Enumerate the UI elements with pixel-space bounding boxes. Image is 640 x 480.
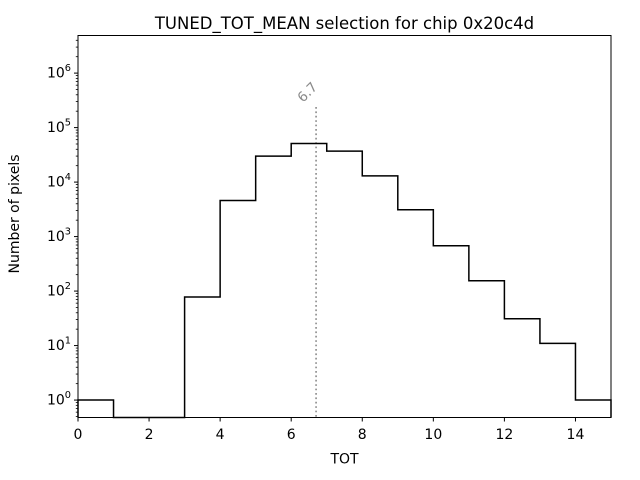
x-tick-label: 2 [145,427,154,443]
y-axis-label: Number of pixels [7,154,23,273]
x-tick-label: 8 [358,427,367,443]
y-tick-label: 105 [47,118,71,137]
chart-title: TUNED_TOT_MEAN selection for chip 0x20c4… [154,14,534,34]
y-tick-label: 106 [47,63,71,82]
chart-generated-layer: 100 101 102 103 104 105 106 0 2 4 6 8 10 12 14 [47,35,612,443]
x-tick-label: 10 [424,427,442,443]
x-axis-label: TOT [329,452,359,468]
y-tick-label: 101 [47,336,71,355]
y-tick-label: 103 [47,227,71,246]
histogram-line [77,142,612,419]
y-tick-label: 102 [47,281,71,300]
x-tick-label: 0 [74,427,83,443]
x-tick-label: 14 [567,427,585,443]
plot-border [77,35,612,418]
x-tick-label: 6 [287,427,296,443]
y-tick-label: 100 [47,390,71,409]
x-tick-label: 4 [216,427,225,443]
y-tick-label: 104 [47,172,71,191]
x-tick-label: 12 [495,427,513,443]
threshold-label: 6.7 [295,79,322,106]
